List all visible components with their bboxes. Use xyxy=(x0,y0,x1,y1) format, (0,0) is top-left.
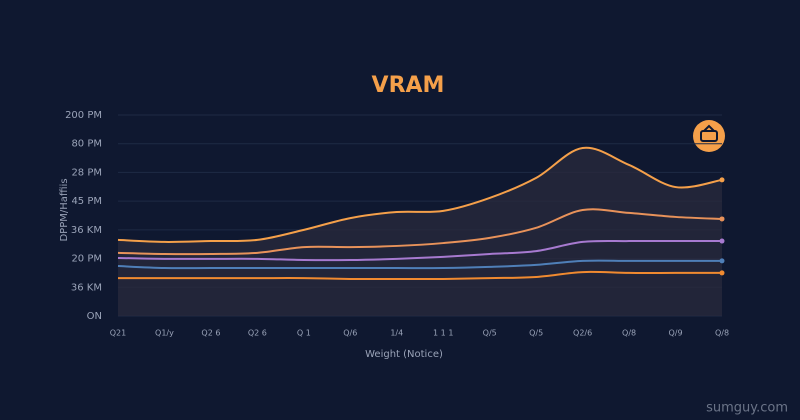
end-marker xyxy=(719,238,725,244)
x-tick-label: Q1/y xyxy=(155,329,174,338)
x-tick-label: Q/8 xyxy=(622,329,636,338)
end-marker xyxy=(719,270,725,276)
x-tick-label: Q2 6 xyxy=(201,329,220,338)
x-tick-label: Q/9 xyxy=(668,329,682,338)
line xyxy=(117,259,722,270)
end-marker xyxy=(719,216,725,222)
x-tick-label: Q 1 xyxy=(297,329,311,338)
y-tick-label: 200 PM xyxy=(65,110,102,121)
x-tick-label: Q/5 xyxy=(483,329,497,338)
y-tick-label: 36 KM xyxy=(71,282,102,293)
x-tick-label: 1/4 xyxy=(390,329,403,338)
x-tick-label: Q/8 xyxy=(715,329,729,338)
y-tick-label: 36 KM xyxy=(71,225,102,236)
line xyxy=(117,208,723,256)
x-axis-label: Weight (Notice) xyxy=(365,349,443,360)
y-tick-label: 20 PM xyxy=(71,254,102,265)
watermark: sumguy.com xyxy=(706,401,788,416)
icon xyxy=(693,120,725,152)
x-tick-label: Q2 6 xyxy=(248,329,267,338)
end-marker xyxy=(719,258,725,264)
y-tick-label: 28 PM xyxy=(71,167,102,178)
chart-title: VRAM xyxy=(372,73,445,98)
line xyxy=(117,146,723,243)
x-tick-label: Q2/6 xyxy=(573,329,592,338)
y-axis-label: DPPM/Haffiis xyxy=(59,178,70,241)
x-tick-label: Q/5 xyxy=(529,329,543,338)
x-tick-label: Q21 xyxy=(110,329,126,338)
end-marker xyxy=(719,177,725,183)
y-tick-label: ON xyxy=(87,311,102,322)
y-tick-label: 45 PM xyxy=(71,196,102,207)
x-tick-label: 1 1 1 xyxy=(433,329,453,338)
x-tick-label: Q/6 xyxy=(343,329,357,338)
line xyxy=(117,239,722,262)
line xyxy=(118,270,722,281)
y-tick-label: 80 PM xyxy=(71,139,102,150)
